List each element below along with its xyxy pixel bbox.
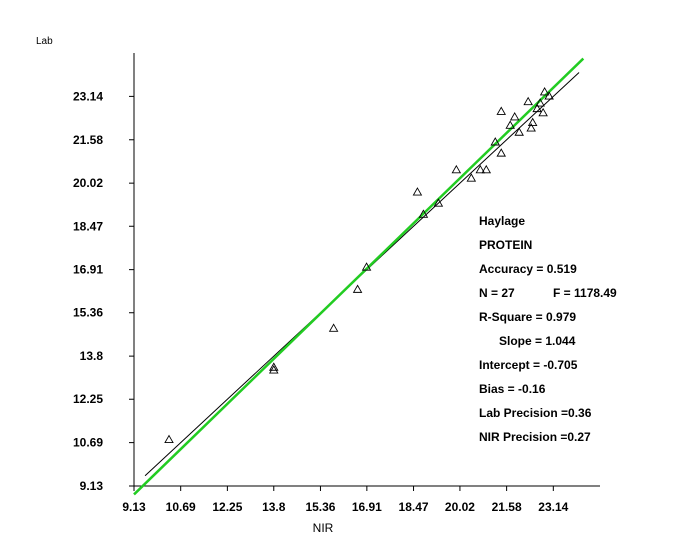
x-tick-label: 12.25 bbox=[212, 500, 242, 514]
data-point bbox=[475, 164, 486, 174]
data-point bbox=[268, 362, 279, 371]
data-point bbox=[433, 198, 444, 207]
stat-line: Slope = 1.044 bbox=[499, 334, 576, 348]
data-point bbox=[523, 96, 533, 106]
data-point bbox=[538, 107, 548, 117]
x-tick-label: 9.13 bbox=[122, 500, 146, 514]
stat-line: Intercept = -0.705 bbox=[479, 358, 578, 372]
data-point bbox=[532, 103, 542, 113]
y-tick-label: 9.13 bbox=[80, 479, 104, 493]
data-point bbox=[526, 123, 536, 132]
data-point bbox=[539, 87, 550, 96]
data-point bbox=[361, 262, 372, 271]
stat-line: PROTEIN bbox=[479, 238, 532, 252]
data-point bbox=[496, 106, 507, 115]
x-tick-label: 16.91 bbox=[352, 500, 382, 514]
x-tick-label: 10.69 bbox=[166, 500, 196, 514]
data-point bbox=[496, 148, 507, 157]
data-point bbox=[527, 117, 538, 126]
data-point bbox=[451, 164, 462, 174]
y-tick-label: 13.8 bbox=[80, 349, 104, 363]
data-point bbox=[514, 127, 524, 136]
data-point bbox=[505, 120, 515, 129]
stat-line: Lab Precision =0.36 bbox=[479, 406, 592, 420]
y-tick-label: 16.91 bbox=[73, 263, 103, 277]
data-point bbox=[509, 112, 520, 121]
y-tick-label: 23.14 bbox=[73, 89, 103, 103]
x-tick-label: 21.58 bbox=[492, 500, 522, 514]
data-point bbox=[481, 164, 492, 174]
data-point bbox=[544, 91, 554, 100]
data-points bbox=[164, 87, 554, 444]
stat-line: R-Square = 0.979 bbox=[479, 310, 576, 324]
x-tick-label: 23.14 bbox=[538, 500, 568, 514]
data-point bbox=[268, 365, 279, 374]
y-tick-label: 15.36 bbox=[73, 306, 103, 320]
y-tick-label: 12.25 bbox=[73, 392, 103, 406]
stat-line: Bias = -0.16 bbox=[479, 382, 546, 396]
stat-line: NIR Precision =0.27 bbox=[479, 430, 591, 444]
stat-line: N = 27 bbox=[479, 286, 515, 300]
stat-line: Haylage bbox=[479, 214, 525, 228]
data-point bbox=[535, 98, 545, 107]
data-point bbox=[418, 209, 429, 218]
stat-line: Accuracy = 0.519 bbox=[479, 262, 577, 276]
x-tick-label: 18.47 bbox=[399, 500, 429, 514]
regression-line bbox=[133, 57, 585, 496]
x-axis-title: NIR bbox=[313, 521, 334, 535]
x-tick-label: 20.02 bbox=[445, 500, 475, 514]
x-tick-label: 15.36 bbox=[305, 500, 335, 514]
fit-lines bbox=[133, 57, 585, 496]
data-point bbox=[352, 284, 363, 293]
data-point bbox=[164, 434, 174, 444]
data-point bbox=[328, 323, 339, 332]
y-axis-title: Lab bbox=[36, 36, 53, 47]
x-tick-label: 13.8 bbox=[262, 500, 286, 514]
data-point bbox=[412, 187, 423, 196]
ticks: 9.13 10.69 12.25 13.8 15.36 16.91 18.47 20.02 21… bbox=[73, 89, 569, 514]
statistics-panel: Haylage PROTEIN Accuracy = 0.519 N = 27 R-S… bbox=[479, 214, 617, 444]
data-point bbox=[466, 173, 477, 182]
data-point bbox=[490, 137, 501, 146]
y-tick-label: 21.58 bbox=[73, 133, 103, 147]
y-tick-label: 10.69 bbox=[73, 436, 103, 450]
y-tick-label: 18.47 bbox=[73, 219, 103, 233]
f-statistic: F = 1178.49 bbox=[553, 286, 617, 300]
y-tick-label: 20.02 bbox=[73, 176, 103, 190]
